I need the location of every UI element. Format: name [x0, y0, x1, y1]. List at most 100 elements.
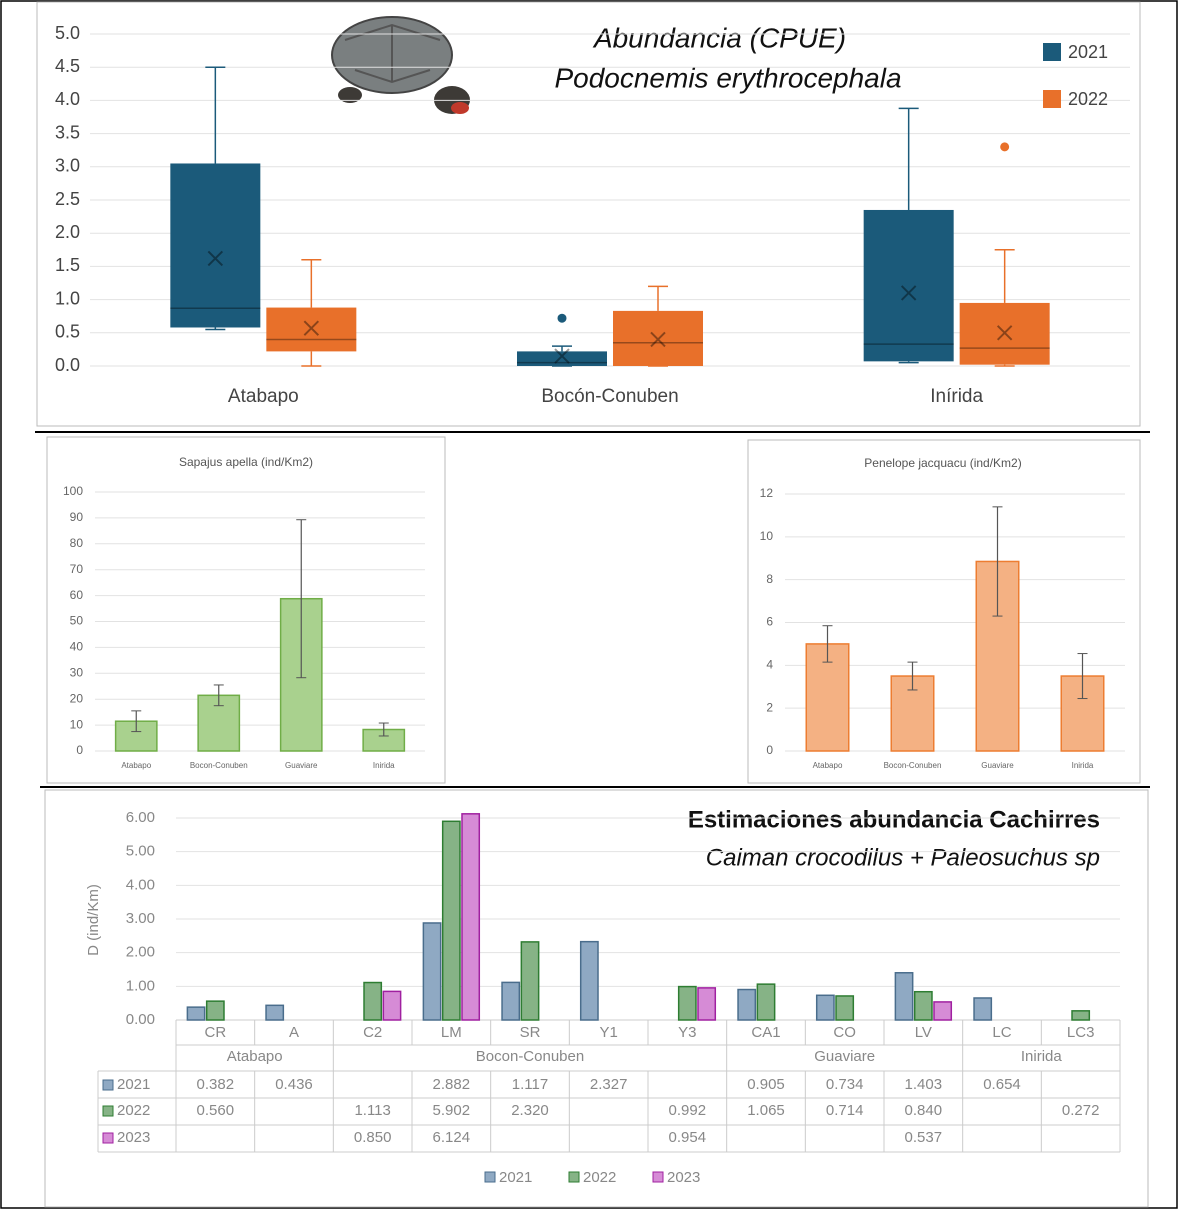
group-label: Inirida	[1021, 1048, 1063, 1065]
mean-marker	[207, 250, 224, 267]
y-tick-label: 4.00	[126, 876, 155, 893]
table-value: 6.124	[433, 1129, 471, 1146]
y-tick-label: 2.0	[55, 222, 80, 242]
bar	[579, 940, 599, 1021]
table-value: 2.882	[433, 1076, 471, 1093]
y-tick-label: 70	[70, 562, 84, 576]
y-tick-label: 40	[70, 640, 84, 654]
y-tick-label: 12	[760, 486, 774, 500]
x-tick-label: LV	[915, 1024, 932, 1041]
legend-label: 2023	[667, 1169, 700, 1186]
table-value: 0.734	[826, 1076, 864, 1093]
turtle-icon	[331, 16, 470, 114]
y-tick-label: 20	[70, 691, 84, 705]
box	[517, 351, 607, 366]
box	[959, 302, 1050, 365]
bar	[815, 994, 835, 1021]
legend-swatch	[652, 1171, 664, 1183]
legend-swatch	[102, 1079, 114, 1091]
x-tick-label: CR	[204, 1024, 226, 1041]
bar	[677, 985, 697, 1021]
y-tick-label: 1.5	[55, 255, 80, 275]
mean-marker	[996, 325, 1013, 341]
panel-frame	[36, 1, 1141, 427]
bar	[894, 972, 914, 1021]
y-tick-label: 80	[70, 536, 84, 550]
table-value: 1.117	[512, 1076, 548, 1093]
x-tick-label: Y1	[599, 1024, 617, 1041]
x-tick-label: CO	[833, 1024, 856, 1041]
table-value: 0.954	[669, 1129, 707, 1146]
bar	[382, 990, 402, 1021]
legend-swatch	[568, 1171, 580, 1183]
table-value: 0.714	[826, 1102, 864, 1119]
table-value: 1.403	[905, 1076, 943, 1093]
y-tick-label: 0	[766, 743, 773, 757]
panel-frame	[44, 789, 1149, 1208]
x-tick-label: Guaviare	[285, 761, 318, 770]
y-tick-label: 0	[76, 743, 83, 757]
legend-swatch	[102, 1105, 114, 1117]
x-tick-label: Bocon-Conuben	[190, 761, 248, 770]
y-tick-label: 6	[766, 615, 773, 629]
bar	[422, 922, 442, 1021]
box	[613, 310, 703, 366]
table-value: 0.992	[669, 1102, 707, 1119]
table-value: 0.272	[1062, 1102, 1100, 1119]
y-tick-label: 1.0	[55, 288, 80, 308]
bar	[501, 981, 521, 1021]
row-label: 2021	[117, 1076, 150, 1093]
y-tick-label: 2	[766, 700, 773, 714]
table-value: 0.560	[197, 1102, 235, 1119]
x-tick-label: Atabapo	[228, 386, 299, 407]
y-tick-label: 50	[70, 614, 84, 628]
mean-marker	[650, 331, 666, 348]
legend-label: 2022	[583, 1169, 616, 1186]
x-tick-label: Inirida	[1072, 761, 1094, 770]
bar	[265, 1004, 285, 1021]
mean-marker	[303, 320, 320, 336]
x-tick-label: Atabapo	[121, 761, 151, 770]
bar	[461, 813, 481, 1021]
bar	[913, 990, 933, 1021]
box	[266, 307, 357, 352]
bar	[756, 983, 776, 1021]
table-value: 2.320	[511, 1102, 549, 1119]
y-tick-label: 0.00	[126, 1011, 155, 1028]
legend-swatch	[102, 1132, 114, 1144]
table-value: 0.382	[197, 1076, 235, 1093]
legend-swatch	[1043, 90, 1061, 108]
row-label: 2023	[117, 1129, 150, 1146]
bar	[933, 1001, 953, 1021]
bar	[697, 987, 717, 1021]
y-tick-label: 90	[70, 510, 84, 524]
legend-label: 2021	[499, 1169, 532, 1186]
y-tick-label: 0.0	[55, 355, 80, 375]
table-value: 0.840	[905, 1102, 943, 1119]
bar	[186, 1006, 206, 1021]
panel-frame	[747, 439, 1141, 784]
table-value: 0.436	[275, 1076, 313, 1093]
table-value: 1.113	[354, 1102, 390, 1119]
legend-swatch	[1043, 43, 1061, 61]
table-value: 5.902	[433, 1102, 471, 1119]
mean-marker	[900, 285, 917, 301]
y-tick-label: 60	[70, 588, 84, 602]
chart-title: Sapajus apella (ind/Km2)	[179, 455, 313, 469]
bar	[205, 1000, 225, 1021]
box	[863, 209, 954, 362]
y-tick-label: 8	[766, 572, 773, 586]
y-tick-label: 4.0	[55, 89, 80, 109]
chart-title: Abundancia (CPUE)	[592, 22, 846, 53]
table-value: 1.065	[747, 1102, 785, 1119]
bar	[520, 941, 540, 1021]
x-tick-label: Inirida	[373, 761, 395, 770]
table-value: 0.850	[354, 1129, 392, 1146]
row-label: 2022	[117, 1102, 150, 1119]
table-value: 2.327	[590, 1076, 628, 1093]
y-tick-label: 10	[70, 717, 84, 731]
y-tick-label: 0.5	[55, 322, 80, 342]
chart-subtitle: Caiman crocodilus + Paleosuchus sp	[706, 844, 1100, 871]
x-tick-label: Atabapo	[813, 761, 843, 770]
